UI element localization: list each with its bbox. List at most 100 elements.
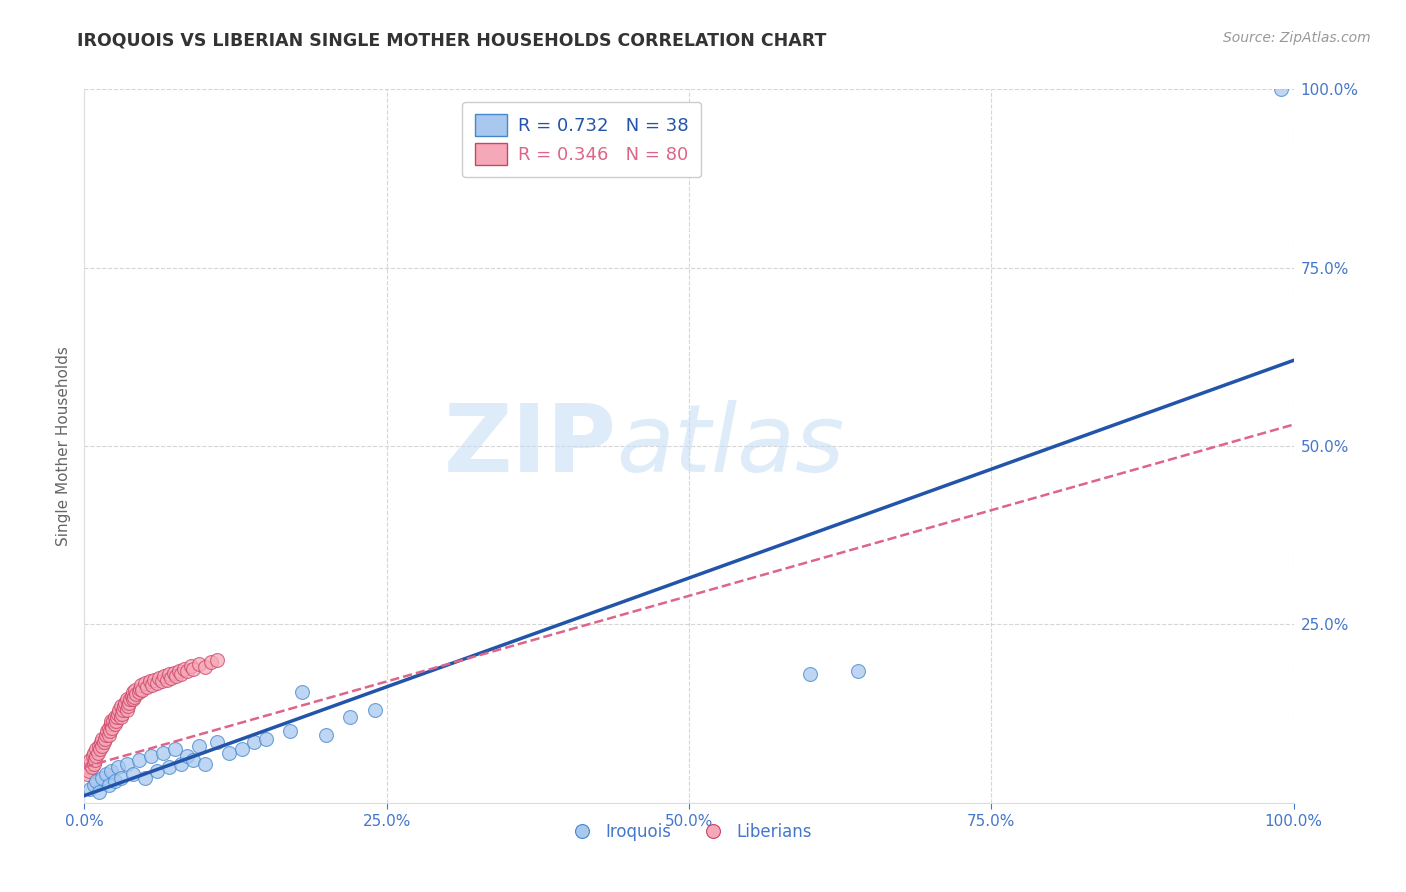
Point xyxy=(115,692,138,706)
Point xyxy=(148,671,170,685)
Point xyxy=(207,735,229,749)
Point xyxy=(163,665,186,680)
Point xyxy=(89,742,111,756)
Point xyxy=(120,692,142,706)
Point xyxy=(96,724,118,739)
Point xyxy=(104,714,127,728)
Point xyxy=(207,653,229,667)
Point xyxy=(136,680,159,694)
Point xyxy=(114,696,136,710)
Point xyxy=(157,667,180,681)
Point xyxy=(188,739,211,753)
Point xyxy=(97,778,120,792)
Point xyxy=(121,685,143,699)
Point xyxy=(799,667,821,681)
Point xyxy=(846,664,869,678)
Point xyxy=(242,735,264,749)
Point xyxy=(173,662,195,676)
Point xyxy=(104,774,127,789)
Point xyxy=(115,756,138,771)
Point xyxy=(86,742,108,756)
Point xyxy=(121,689,143,703)
Text: ZIP: ZIP xyxy=(443,400,616,492)
Point xyxy=(125,687,148,701)
Point xyxy=(176,664,198,678)
Point xyxy=(254,731,277,746)
Legend: Iroquois, Liberians: Iroquois, Liberians xyxy=(560,817,818,848)
Point xyxy=(1270,82,1292,96)
Point xyxy=(194,660,217,674)
Point xyxy=(98,724,121,739)
Point xyxy=(117,699,139,714)
Point xyxy=(176,749,198,764)
Text: Source: ZipAtlas.com: Source: ZipAtlas.com xyxy=(1223,31,1371,45)
Point xyxy=(155,673,177,687)
Point xyxy=(83,756,105,771)
Point xyxy=(83,746,105,760)
Point xyxy=(160,671,183,685)
Point xyxy=(150,674,173,689)
Point xyxy=(94,731,117,746)
Point xyxy=(134,771,156,785)
Point xyxy=(83,778,105,792)
Point xyxy=(79,781,101,796)
Point xyxy=(188,657,211,671)
Point xyxy=(82,749,104,764)
Point xyxy=(112,699,135,714)
Point xyxy=(194,756,217,771)
Point xyxy=(124,683,146,698)
Point xyxy=(121,692,143,706)
Point xyxy=(128,685,150,699)
Point xyxy=(167,664,190,678)
Point xyxy=(200,655,222,669)
Point xyxy=(181,753,204,767)
Point xyxy=(122,690,145,705)
Point xyxy=(165,742,187,756)
Point xyxy=(218,746,240,760)
Point xyxy=(170,667,193,681)
Point xyxy=(107,760,129,774)
Point xyxy=(84,753,107,767)
Point xyxy=(103,714,125,728)
Point xyxy=(79,756,101,771)
Text: atlas: atlas xyxy=(616,401,845,491)
Point xyxy=(110,699,132,714)
Point xyxy=(170,756,193,771)
Point xyxy=(90,735,112,749)
Point xyxy=(157,760,180,774)
Point xyxy=(143,673,166,687)
Point xyxy=(141,678,163,692)
Point xyxy=(129,681,152,696)
Point xyxy=(104,717,127,731)
Point xyxy=(363,703,385,717)
Point xyxy=(87,785,110,799)
Point xyxy=(107,706,129,721)
Point xyxy=(87,739,110,753)
Point xyxy=(79,753,101,767)
Point xyxy=(104,710,127,724)
Point xyxy=(291,685,314,699)
Point xyxy=(139,749,162,764)
Point xyxy=(100,714,122,728)
Point xyxy=(100,764,122,778)
Y-axis label: Single Mother Households: Single Mother Households xyxy=(56,346,72,546)
Point xyxy=(128,753,150,767)
Point xyxy=(100,717,122,731)
Point xyxy=(93,735,115,749)
Point xyxy=(115,703,138,717)
Point xyxy=(91,731,114,746)
Point xyxy=(86,746,108,760)
Point xyxy=(118,696,141,710)
Point xyxy=(94,767,117,781)
Point xyxy=(86,774,108,789)
Point xyxy=(97,728,120,742)
Point xyxy=(86,749,108,764)
Point xyxy=(339,710,361,724)
Point xyxy=(138,674,160,689)
Point xyxy=(91,739,114,753)
Point xyxy=(152,746,174,760)
Point xyxy=(112,703,135,717)
Point xyxy=(105,710,128,724)
Point xyxy=(91,771,114,785)
Point xyxy=(110,771,132,785)
